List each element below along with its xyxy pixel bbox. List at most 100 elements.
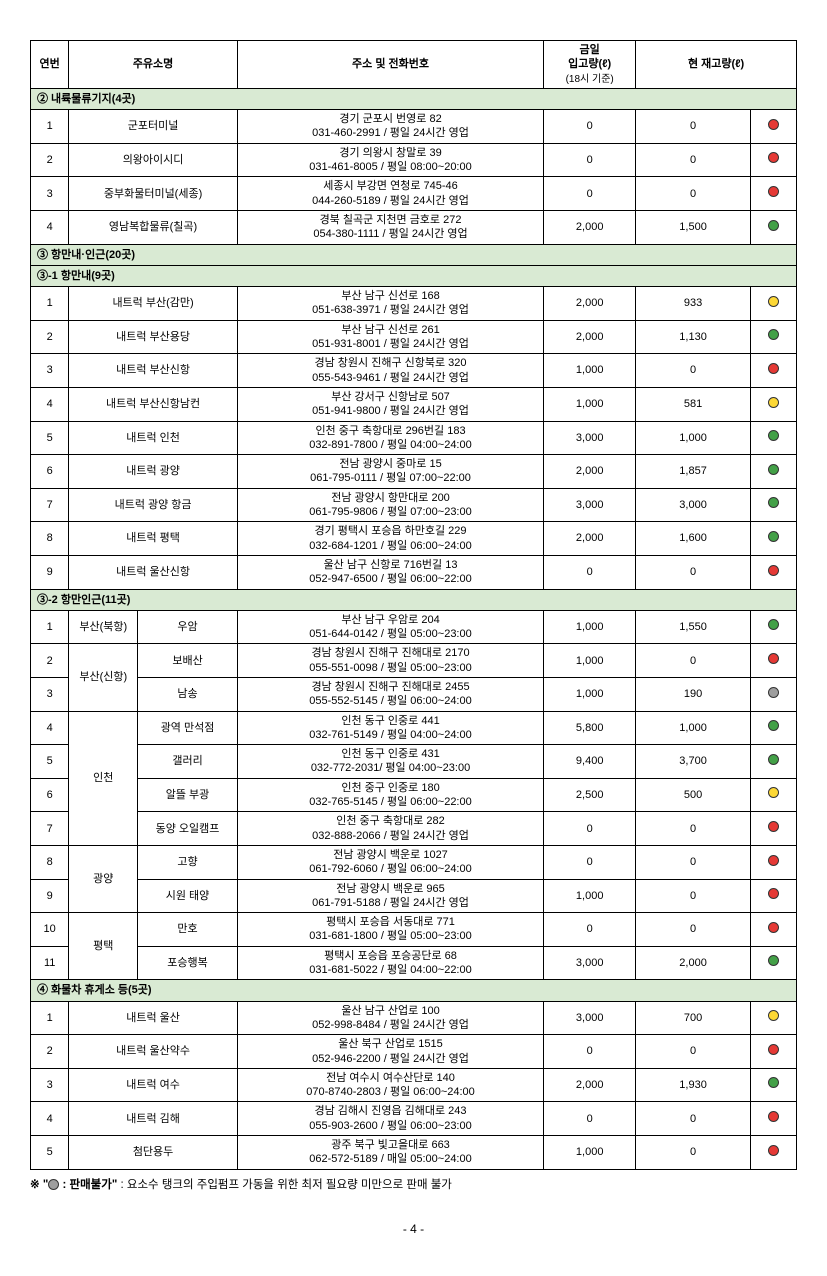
station-addr: 전남 광양시 백운로 1027 061-792-6060 / 평일 06:00~… <box>237 845 543 879</box>
station-addr: 울산 남구 산업로 100 052-998-8484 / 평일 24시간 영업 <box>237 1001 543 1035</box>
status-dot-icon <box>768 1111 779 1122</box>
station-status <box>751 946 797 980</box>
station-status <box>751 177 797 211</box>
station-addr: 경남 창원시 진해구 진해대로 2170 055-551-0098 / 평일 0… <box>237 644 543 678</box>
row-num: 3 <box>31 177 69 211</box>
status-dot-icon <box>768 888 779 899</box>
status-dot-icon <box>768 464 779 475</box>
station-current: 1,857 <box>636 455 751 489</box>
row-num: 4 <box>31 210 69 244</box>
table-row: 1 내트럭 부산(감만) 부산 남구 신선로 168 051-638-3971 … <box>31 287 797 321</box>
row-num: 10 <box>31 913 69 947</box>
station-stock: 0 <box>544 845 636 879</box>
header-name: 주유소명 <box>69 41 238 89</box>
row-num: 11 <box>31 946 69 980</box>
row-num: 1 <box>31 1001 69 1035</box>
station-status <box>751 387 797 421</box>
station-name: 우암 <box>138 610 238 644</box>
station-current: 0 <box>636 555 751 589</box>
row-num: 1 <box>31 610 69 644</box>
station-stock: 2,000 <box>544 522 636 556</box>
station-current: 500 <box>636 778 751 812</box>
station-status <box>751 287 797 321</box>
row-num: 6 <box>31 455 69 489</box>
station-name: 갤러리 <box>138 745 238 779</box>
station-name: 보배산 <box>138 644 238 678</box>
section-header: ③ 항만내·인근(20곳) <box>31 244 797 265</box>
station-status <box>751 320 797 354</box>
station-current: 581 <box>636 387 751 421</box>
status-dot-icon <box>768 430 779 441</box>
table-row: 9 내트럭 울산신항 울산 남구 신항로 716번길 13 052-947-65… <box>31 555 797 589</box>
row-num: 2 <box>31 1035 69 1069</box>
station-current: 1,600 <box>636 522 751 556</box>
row-num: 9 <box>31 555 69 589</box>
station-stock: 1,000 <box>544 387 636 421</box>
row-num: 2 <box>31 644 69 678</box>
status-dot-icon <box>768 821 779 832</box>
station-addr: 인천 중구 축항대로 296번길 183 032-891-7800 / 평일 0… <box>237 421 543 455</box>
table-row: 3 중부화물터미널(세종) 세종시 부강면 연청로 745-46 044-260… <box>31 177 797 211</box>
station-status <box>751 711 797 745</box>
station-stock: 2,000 <box>544 1068 636 1102</box>
table-row: 1 군포터미널 경기 군포시 번영로 82 031-460-2991 / 평일 … <box>31 110 797 144</box>
station-status <box>751 1001 797 1035</box>
station-current: 1,500 <box>636 210 751 244</box>
station-status <box>751 455 797 489</box>
station-addr: 전남 광양시 중마로 15 061-795-0111 / 평일 07:00~22… <box>237 455 543 489</box>
table-row: 3 남송 경남 창원시 진해구 진해대로 2455 055-552-5145 /… <box>31 677 797 711</box>
station-status <box>751 210 797 244</box>
row-num: 3 <box>31 1068 69 1102</box>
table-row: 2 내트럭 부산용당 부산 남구 신선로 261 051-931-8001 / … <box>31 320 797 354</box>
row-num: 2 <box>31 143 69 177</box>
station-addr: 경기 의왕시 창말로 39 031-461-8005 / 평일 08:00~20… <box>237 143 543 177</box>
station-addr: 인천 중구 인중로 180 032-765-5145 / 평일 06:00~22… <box>237 778 543 812</box>
subsection-header: ③-2 항만인근(11곳) <box>31 589 797 610</box>
station-name: 내트럭 여수 <box>69 1068 238 1102</box>
table-row: 2 내트럭 울산약수 울산 북구 산업로 1515 052-946-2200 /… <box>31 1035 797 1069</box>
station-current: 1,130 <box>636 320 751 354</box>
station-status <box>751 354 797 388</box>
station-addr: 평택시 포승읍 서동대로 771 031-681-1800 / 평일 05:00… <box>237 913 543 947</box>
table-row: 10 평택 만호 평택시 포승읍 서동대로 771 031-681-1800 /… <box>31 913 797 947</box>
table-row: 1 부산(북항) 우암 부산 남구 우암로 204 051-644-0142 /… <box>31 610 797 644</box>
table-row: 4 인천 광역 만석점 인천 동구 인중로 441 032-761-5149 /… <box>31 711 797 745</box>
status-dot-icon <box>768 1077 779 1088</box>
station-status <box>751 143 797 177</box>
station-name: 내트럭 김해 <box>69 1102 238 1136</box>
station-stock: 0 <box>544 913 636 947</box>
status-dot-icon <box>768 754 779 765</box>
status-dot-icon <box>768 296 779 307</box>
table-row: 8 광양 고향 전남 광양시 백운로 1027 061-792-6060 / 평… <box>31 845 797 879</box>
station-stock: 0 <box>544 555 636 589</box>
station-name: 내트럭 광양 항금 <box>69 488 238 522</box>
station-current: 0 <box>636 644 751 678</box>
station-stock: 3,000 <box>544 488 636 522</box>
table-row: 7 동양 오일캠프 인천 중구 축항대로 282 032-888-2066 / … <box>31 812 797 846</box>
status-dot-icon <box>768 152 779 163</box>
station-current: 2,000 <box>636 946 751 980</box>
station-name: 내트럭 부산(감만) <box>69 287 238 321</box>
status-dot-icon <box>768 922 779 933</box>
station-current: 3,700 <box>636 745 751 779</box>
table-row: 4 내트럭 부산신항남컨 부산 강서구 신항남로 507 051-941-980… <box>31 387 797 421</box>
station-current: 933 <box>636 287 751 321</box>
station-current: 0 <box>636 354 751 388</box>
station-stock: 0 <box>544 1102 636 1136</box>
row-num: 4 <box>31 1102 69 1136</box>
station-stock: 3,000 <box>544 1001 636 1035</box>
station-name: 동양 오일캠프 <box>138 812 238 846</box>
row-num: 8 <box>31 522 69 556</box>
station-status <box>751 1136 797 1170</box>
station-stock: 2,000 <box>544 287 636 321</box>
table-row: 9 시원 태양 전남 광양시 백운로 965 061-791-5188 / 평일… <box>31 879 797 913</box>
status-dot-icon <box>768 955 779 966</box>
row-num: 5 <box>31 1136 69 1170</box>
row-num: 8 <box>31 845 69 879</box>
station-addr: 부산 남구 신선로 168 051-638-3971 / 평일 24시간 영업 <box>237 287 543 321</box>
station-addr: 광주 북구 빛고을대로 663 062-572-5189 / 매일 05:00~… <box>237 1136 543 1170</box>
station-name: 내트럭 울산 <box>69 1001 238 1035</box>
station-addr: 경남 창원시 진해구 신항북로 320 055-543-9461 / 평일 24… <box>237 354 543 388</box>
row-num: 1 <box>31 110 69 144</box>
station-current: 1,000 <box>636 711 751 745</box>
